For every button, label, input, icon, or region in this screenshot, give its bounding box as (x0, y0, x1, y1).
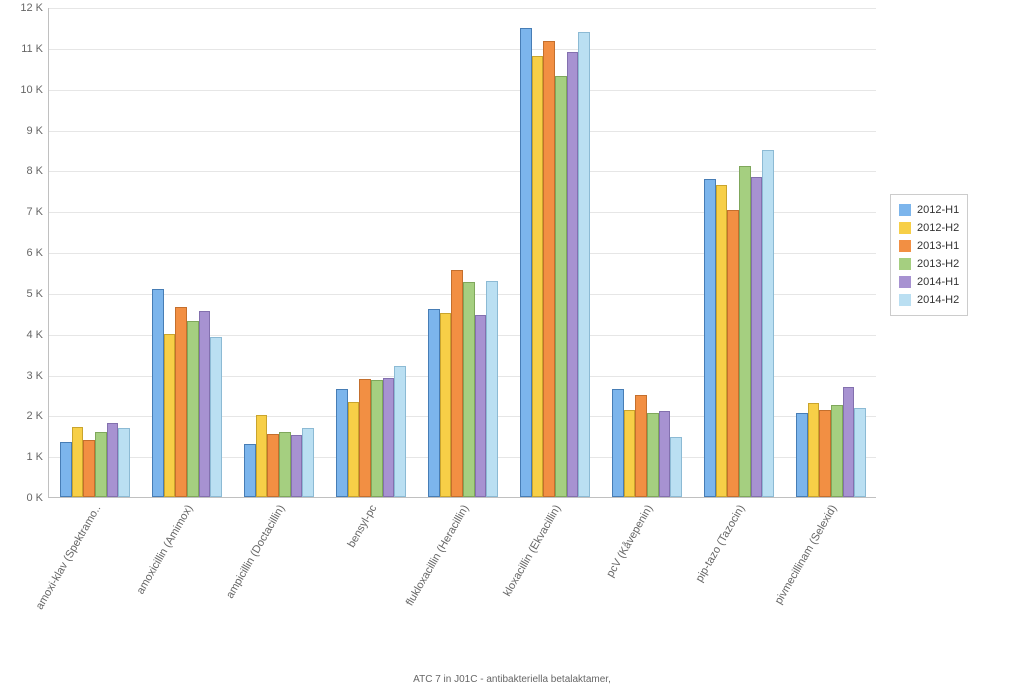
legend-label: 2012-H1 (917, 201, 959, 219)
bar[interactable] (451, 270, 463, 497)
y-tick-label: 9 K (26, 125, 49, 137)
bar[interactable] (543, 41, 555, 497)
y-tick-label: 0 K (26, 492, 49, 504)
bar[interactable] (716, 185, 728, 497)
bar[interactable] (187, 321, 199, 497)
bar[interactable] (60, 442, 72, 497)
legend-label: 2012-H2 (917, 219, 959, 237)
legend-swatch (899, 276, 911, 288)
bar[interactable] (567, 52, 579, 497)
bar[interactable] (796, 413, 808, 497)
grid-line (49, 49, 876, 50)
legend-label: 2014-H2 (917, 291, 959, 309)
legend-item[interactable]: 2014-H2 (899, 291, 959, 309)
y-tick-label: 3 K (26, 370, 49, 382)
plot-area: 0 K1 K2 K3 K4 K5 K6 K7 K8 K9 K10 K11 K12… (48, 8, 876, 498)
legend-swatch (899, 240, 911, 252)
y-tick-label: 5 K (26, 288, 49, 300)
legend-item[interactable]: 2012-H2 (899, 219, 959, 237)
bar[interactable] (555, 76, 567, 497)
bar[interactable] (532, 56, 544, 497)
bar[interactable] (164, 334, 176, 497)
bar[interactable] (72, 427, 84, 497)
grid-line (49, 131, 876, 132)
legend-label: 2014-H1 (917, 273, 959, 291)
bar[interactable] (578, 32, 590, 498)
y-tick-label: 8 K (26, 165, 49, 177)
bar[interactable] (819, 410, 831, 497)
y-tick-label: 12 K (20, 2, 49, 14)
legend-swatch (899, 258, 911, 270)
bar[interactable] (152, 289, 164, 497)
bar[interactable] (428, 309, 440, 497)
grid-line (49, 90, 876, 91)
y-tick-label: 1 K (26, 451, 49, 463)
legend-item[interactable]: 2013-H2 (899, 255, 959, 273)
legend-label: 2013-H1 (917, 237, 959, 255)
legend-item[interactable]: 2014-H1 (899, 273, 959, 291)
grid-line (49, 171, 876, 172)
legend-item[interactable]: 2013-H1 (899, 237, 959, 255)
bar[interactable] (612, 389, 624, 497)
y-tick-label: 2 K (26, 410, 49, 422)
y-tick-label: 7 K (26, 206, 49, 218)
legend-swatch (899, 222, 911, 234)
legend-item[interactable]: 2012-H1 (899, 201, 959, 219)
bar[interactable] (751, 177, 763, 497)
bar[interactable] (244, 444, 256, 497)
legend-label: 2013-H2 (917, 255, 959, 273)
bar[interactable] (336, 389, 348, 497)
y-tick-label: 4 K (26, 329, 49, 341)
bar[interactable] (359, 379, 371, 497)
bar[interactable] (624, 410, 636, 497)
bar[interactable] (520, 28, 532, 497)
y-tick-label: 6 K (26, 247, 49, 259)
bar[interactable] (256, 415, 268, 497)
bar[interactable] (175, 307, 187, 497)
bar[interactable] (704, 179, 716, 498)
legend-swatch (899, 294, 911, 306)
chart-caption: ATC 7 in J01C - antibakteriella betalakt… (0, 674, 1024, 685)
bar[interactable] (463, 282, 475, 497)
bar-chart: 0 K 1 K 2 K 3 K 4 K 5 K 6 K 7 K 8 K 9 K 10 K 11 K 12… (0, 0, 1024, 689)
legend: 2012-H12012-H22013-H12013-H22014-H12014-… (890, 194, 968, 316)
caption-text: ATC 7 in J01C - antibakteriella betalakt… (413, 674, 611, 685)
bar[interactable] (371, 380, 383, 497)
bar[interactable] (267, 434, 279, 497)
bar[interactable] (440, 313, 452, 497)
y-tick-label: 11 K (21, 43, 49, 55)
bar[interactable] (348, 402, 360, 497)
y-tick-label: 10 K (20, 84, 49, 96)
bar[interactable] (83, 440, 95, 497)
bar[interactable] (808, 403, 820, 497)
bar[interactable] (739, 166, 751, 497)
bar[interactable] (727, 210, 739, 497)
grid-line (49, 8, 876, 9)
legend-swatch (899, 204, 911, 216)
bar[interactable] (635, 395, 647, 497)
